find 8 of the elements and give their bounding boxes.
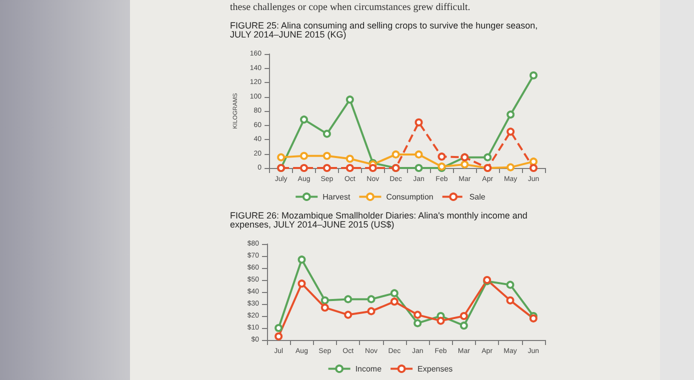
legend-label: Harvest	[322, 192, 351, 202]
legend-label: Sale	[469, 192, 486, 202]
legend-label: Income	[355, 364, 382, 374]
text: these challenges or cope when circumstances grew difficult.	[230, 2, 470, 13]
legend-label: Expenses	[418, 364, 453, 374]
chart-title: FIGURE 26: Mozambique Smallholder Diaries: Alina's monthly income and expenses, JULY 2014–JUNE 2015 (US$)	[230, 210, 530, 230]
legend-label: Consumption	[386, 192, 434, 202]
chart-title: FIGURE 25: Alina consuming and selling crops to survive the hunger season, JULY 2014–JUNE 2015 (KG)	[230, 20, 540, 40]
